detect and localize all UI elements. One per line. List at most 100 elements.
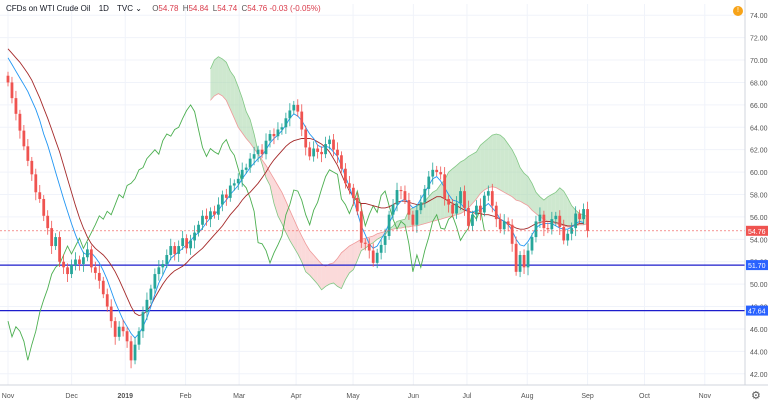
senkou-span-a [210,56,588,291]
candle-body [10,82,14,99]
candle-body [288,110,292,119]
candle-body [383,235,387,245]
price-axis: 74.00 72.00 70.00 68.00 66.00 64.00 62.00 60.00… [746,13,768,379]
gear-icon[interactable]: ⚙ [751,390,761,402]
price-tick-label: 66.00 [750,103,768,110]
cloud-segment [504,138,509,195]
kijun-sen [7,48,584,316]
candle-body [391,204,395,215]
candle-body [300,111,304,130]
candle-body [502,221,506,230]
cloud-segment [432,190,437,222]
time-tick-label: Jul [462,393,471,400]
cloud-segment [567,197,572,227]
candle-body [205,215,208,220]
candle-body [419,202,423,211]
time-tick-label: Apr [291,393,303,400]
candle-body [70,265,73,275]
candle-body [538,214,542,222]
candle-body [161,263,165,268]
candle-body [308,147,312,157]
candle-body [475,205,478,215]
price-tick-label: 60.00 [750,170,768,177]
candle-body [38,192,42,199]
candle-body [18,113,22,131]
cloud-segment [250,119,255,149]
chevron-down-icon[interactable]: ⌄ [135,4,142,13]
cloud-segment [325,263,330,287]
cloud-segment [321,263,326,290]
cloud-segment [424,196,429,224]
grid [0,4,745,385]
candle-body [26,146,30,161]
candle-body [280,127,284,130]
time-tick-label: Mar [233,393,246,400]
price-label-badge [746,260,768,271]
candle-body [379,244,383,253]
cloud-segment [516,157,521,202]
candle-body [447,198,451,205]
candle-body [586,209,589,231]
candle-body [121,326,125,332]
time-tick-label: Sep [581,393,594,400]
cloud-segment [520,167,525,204]
cloud-segment [381,231,386,238]
candle-body [86,249,89,258]
interval-label[interactable]: 1D [98,4,109,13]
candle-body [109,306,113,322]
candle-body [498,219,502,230]
cloud-segment [555,187,560,225]
cloud-segment [496,133,501,191]
candle-body [256,149,260,155]
price-label-badge [746,305,768,316]
time-tick-label: May [346,393,360,400]
candle-body [570,228,574,234]
cloud-segment [246,111,251,143]
candle-body [74,259,77,266]
candle-body [232,183,236,186]
cloud-segment [337,252,342,289]
candle-body [351,187,355,198]
candle-body [6,75,10,83]
cloud-segment [397,220,401,229]
candle-body [149,288,153,300]
candle-body [248,158,252,168]
candle-body [332,139,335,150]
time-tick-label: Dec [65,393,78,400]
cloud-segment [301,235,306,272]
candle-body [185,238,189,249]
price-tick-label: 56.00 [750,215,768,222]
candle-body [439,172,443,175]
price-tick-label: 54.00 [750,237,768,244]
cloud-segment [539,196,544,220]
candle-body [344,168,347,184]
candle-body [558,215,562,227]
candle-body [574,213,578,229]
source-label: TVC [117,4,134,13]
candle-body [30,160,34,175]
symbol-name[interactable]: CFDs on WTI Crude Oil [6,4,91,13]
candle-body [463,191,466,208]
high-label: H [182,4,189,13]
candle-body [530,237,534,251]
cloud-segment [317,259,322,290]
candle-body [157,267,161,275]
price-tick-label: 44.00 [750,349,768,356]
candle-body [42,198,46,216]
candle-body [407,200,411,215]
price-tick-label: 62.00 [750,148,768,155]
candle-body [399,190,403,192]
cloud-segment [222,58,227,101]
chikou-span [7,104,485,361]
cloud-segment [476,145,481,199]
price-tick-label: 50.00 [750,282,768,289]
alert-icon[interactable]: ! [733,6,743,16]
candle-body [216,204,220,215]
candle-body [89,249,93,268]
candle-body [451,204,454,214]
candle-body [236,178,240,184]
candle-body [375,252,379,263]
candle-body [562,226,566,241]
